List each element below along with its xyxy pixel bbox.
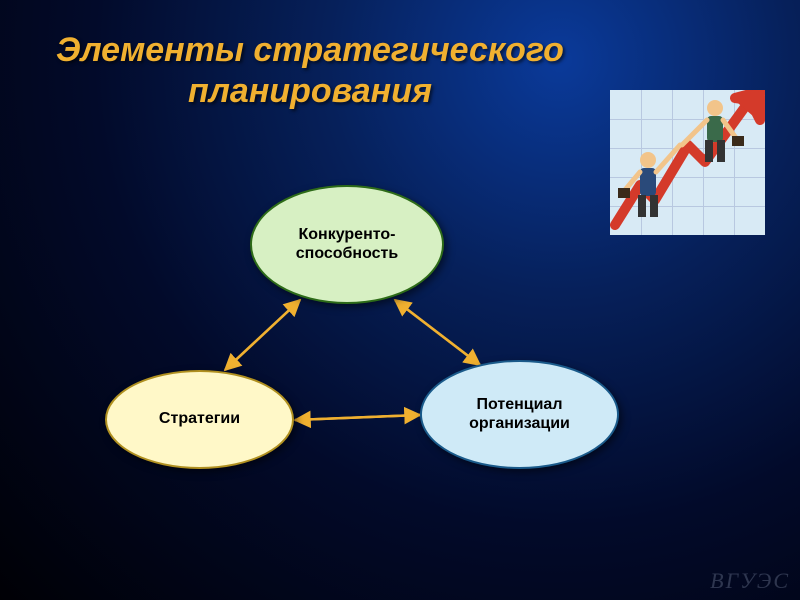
node-label: Стратегии [159,410,240,428]
clipart-svg [610,90,765,235]
clipart-growth [610,90,765,235]
node-competitiveness: Конкуренто-способность [250,185,444,304]
watermark: ВГУЭС [710,568,790,594]
slide: Элементы стратегического планирования [0,0,800,600]
node-strategies: Стратегии [105,370,294,469]
slide-title: Элементы стратегического планирования [0,30,620,112]
node-label: Потенциалорганизации [469,396,570,433]
node-potential: Потенциалорганизации [420,360,619,469]
node-label: Конкуренто-способность [296,226,398,263]
